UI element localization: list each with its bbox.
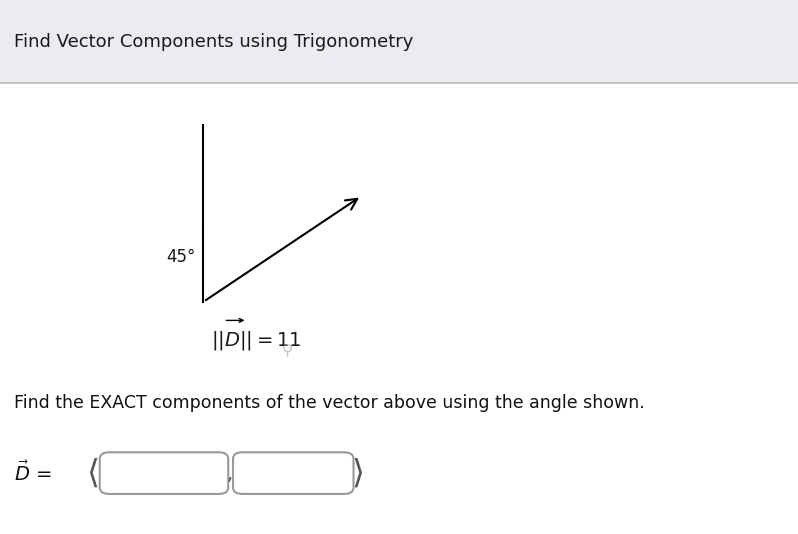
Text: $\rangle$: $\rangle$ <box>350 456 363 490</box>
Text: ,: , <box>227 465 233 484</box>
Text: ⚲: ⚲ <box>282 342 293 357</box>
Text: 45°: 45° <box>166 248 196 266</box>
FancyBboxPatch shape <box>0 0 798 83</box>
Text: $||D||=11$: $||D||=11$ <box>211 329 302 352</box>
FancyBboxPatch shape <box>100 452 228 494</box>
Text: Find the EXACT components of the vector above using the angle shown.: Find the EXACT components of the vector … <box>14 394 645 412</box>
Text: $\vec{D}$ =: $\vec{D}$ = <box>14 460 52 485</box>
FancyBboxPatch shape <box>233 452 354 494</box>
Text: $\langle$: $\langle$ <box>85 456 98 490</box>
FancyBboxPatch shape <box>0 83 798 534</box>
Text: Find Vector Components using Trigonometry: Find Vector Components using Trigonometr… <box>14 33 413 51</box>
